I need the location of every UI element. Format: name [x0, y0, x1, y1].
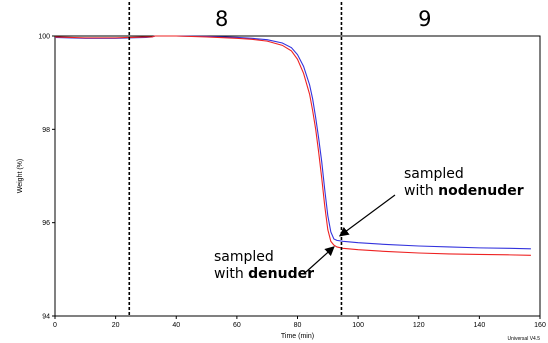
y-tick-label: 98: [42, 127, 50, 134]
annotation-line: sampled: [404, 166, 464, 182]
y-tick-label: 94: [42, 314, 50, 321]
x-tick-label: 20: [112, 322, 120, 329]
x-tick-label: 160: [534, 322, 546, 329]
region-label: 9: [418, 7, 431, 31]
x-tick-label: 100: [352, 322, 364, 329]
series-line-2: [54, 35, 531, 256]
y-axis-label: Weight (%): [17, 159, 24, 194]
annotation-line: with: [214, 266, 248, 282]
x-tick-label: 0: [53, 322, 57, 329]
region-label: 8: [215, 7, 228, 31]
annotation-text: sampled with denuder: [214, 249, 314, 282]
annotation-text: sampled with nodenuder: [404, 166, 524, 199]
x-axis-label: Time (min): [281, 333, 314, 340]
software-version: Universal V4.5: [507, 336, 540, 342]
y-tick-label: 100: [38, 34, 50, 41]
annotation-bold: no: [438, 183, 458, 199]
x-tick-label: 80: [294, 322, 302, 329]
annotation-arrow: [305, 246, 335, 273]
x-tick-label: 140: [474, 322, 486, 329]
annotation-arrow: [338, 194, 396, 237]
x-tick-label: 40: [172, 322, 180, 329]
annotation-bold: denuder: [458, 183, 524, 199]
x-tick-label: 120: [413, 322, 425, 329]
series-line-1: [54, 35, 531, 250]
annotation-line: sampled: [214, 249, 274, 265]
x-tick-label: 60: [233, 322, 241, 329]
y-tick-label: 96: [42, 220, 50, 227]
annotation-line: with: [404, 183, 438, 199]
annotation-bold: denuder: [248, 266, 314, 282]
